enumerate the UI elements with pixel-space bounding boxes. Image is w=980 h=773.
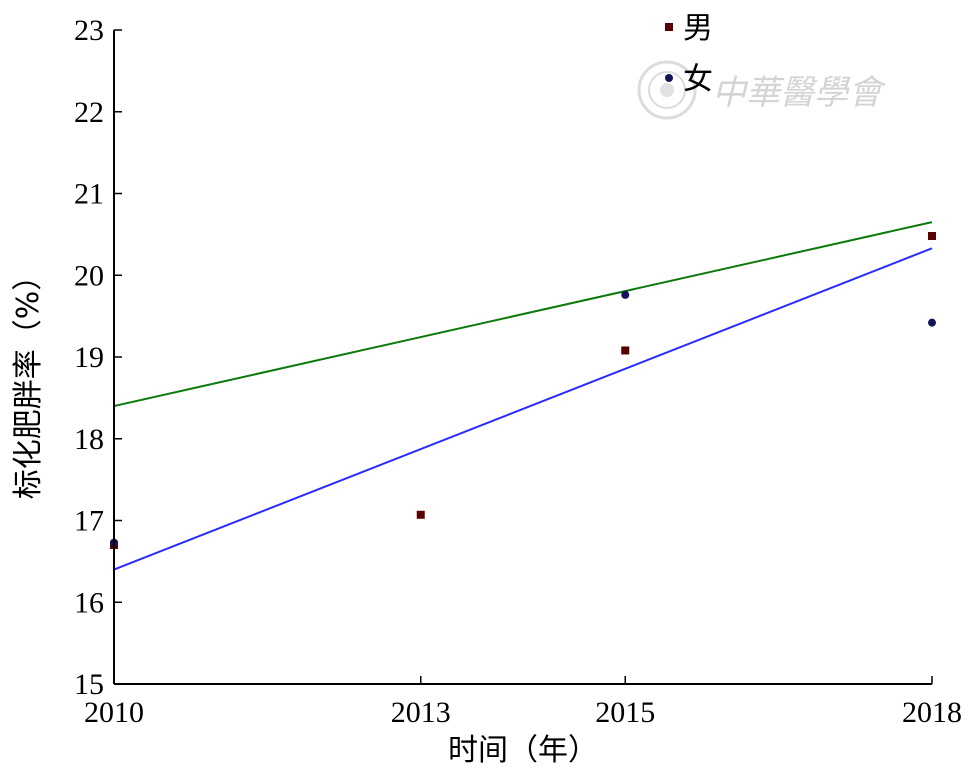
data-point bbox=[416, 510, 425, 519]
data-point bbox=[621, 290, 630, 299]
plot-area bbox=[110, 221, 936, 571]
watermark: 中華醫學會 bbox=[637, 60, 887, 120]
y-tick-label: 20 bbox=[74, 259, 104, 292]
y-tick-label: 15 bbox=[74, 668, 104, 701]
x-tick-label: 2013 bbox=[391, 696, 451, 729]
trend-line bbox=[113, 221, 933, 408]
ticks: 15 16 17 18 19 20 21 22 23 2010 2013 2015 2018 bbox=[74, 14, 962, 729]
legend-label: 女 bbox=[683, 62, 713, 97]
x-tick-label: 2010 bbox=[84, 696, 144, 729]
legend-marker bbox=[665, 74, 673, 82]
data-point bbox=[928, 318, 936, 327]
y-tick-label: 19 bbox=[74, 341, 104, 374]
legend: 男女 bbox=[665, 11, 713, 97]
x-axis-title: 时间（年） bbox=[448, 733, 598, 768]
axes bbox=[113, 30, 932, 685]
legend-marker bbox=[665, 23, 673, 31]
watermark-seal-icon bbox=[637, 60, 697, 120]
y-tick-label: 23 bbox=[74, 14, 104, 47]
y-tick-label: 18 bbox=[74, 423, 104, 456]
data-point bbox=[928, 232, 936, 241]
y-tick-label: 17 bbox=[74, 505, 104, 538]
trend-line bbox=[113, 247, 933, 571]
data-point bbox=[621, 346, 630, 355]
y-tick-label: 16 bbox=[74, 586, 104, 619]
x-tick-label: 2018 bbox=[902, 696, 962, 729]
legend-label: 男 bbox=[683, 11, 713, 46]
y-tick-label: 21 bbox=[74, 178, 104, 211]
y-tick-label: 22 bbox=[74, 96, 104, 129]
watermark-text: 中華醫學會 bbox=[712, 73, 887, 113]
y-axis-title: 标化肥胖率（%） bbox=[11, 261, 46, 500]
x-tick-label: 2015 bbox=[595, 696, 655, 729]
